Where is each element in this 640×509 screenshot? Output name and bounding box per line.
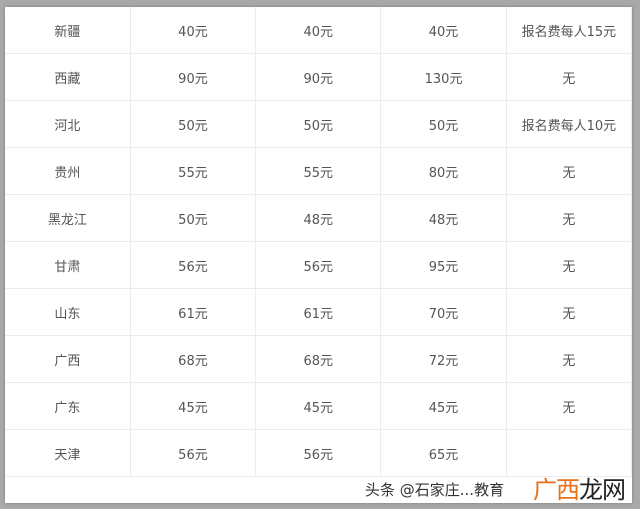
table-cell: 无 — [505, 53, 633, 101]
table-cell: 70元 — [380, 288, 507, 336]
table-row: 山东 61元 61元 70元无 — [5, 288, 633, 336]
table-cell: 新疆 — [5, 7, 131, 54]
fee-table: 新疆 40元 40元 40元 报名费每人15元 西藏 90元 90元 130元无河北 50元 50元… — [5, 7, 633, 477]
table-cell: 黑龙江 — [5, 194, 131, 242]
table-cell: 无 — [505, 241, 633, 289]
table-cell: 68元 — [129, 335, 257, 383]
table-cell: 40元 — [129, 7, 257, 54]
table-cell: 50元 — [380, 100, 507, 148]
table-row: 甘肃 56元 56元 95元无 — [5, 241, 633, 289]
table-cell: 95元 — [380, 241, 507, 289]
table-cell: 甘肃 — [5, 241, 131, 289]
watermark: 头条 @石家庄...教育 — [365, 481, 505, 499]
table-cell: 56元 — [255, 241, 382, 289]
table-cell: 50元 — [255, 100, 382, 148]
table-row: 广西 68元 68元 72元无 — [5, 335, 633, 383]
table-cell: 无 — [505, 288, 633, 336]
table-row: 新疆 40元 40元 40元 报名费每人15元 — [5, 7, 633, 54]
table-cell: 90元 — [129, 53, 257, 101]
table-cell: 50元 — [129, 100, 257, 148]
table-cell: 55元 — [255, 147, 382, 195]
table-cell: 广东 — [5, 382, 131, 430]
table-cell: 河北 — [5, 100, 131, 148]
table-cell: 61元 — [255, 288, 382, 336]
table-cell: 55元 — [129, 147, 257, 195]
table-row: 西藏 90元 90元 130元无 — [5, 53, 633, 101]
table-cell: 贵州 — [5, 147, 131, 195]
table-cell — [505, 429, 633, 477]
site-logo: 广西龙网 — [533, 476, 626, 504]
table-cell: 无 — [505, 194, 633, 242]
table-cell: 56元 — [129, 429, 257, 477]
watermark-area: 头条 @石家庄...教育 广西龙网 — [5, 477, 632, 503]
table-cell: 48元 — [255, 194, 382, 242]
table-container: 新疆 40元 40元 40元 报名费每人15元 西藏 90元 90元 130元无河北 50元 50元… — [5, 7, 633, 503]
table-cell: 72元 — [380, 335, 507, 383]
table-cell: 130元 — [380, 53, 507, 101]
table-cell: 无 — [505, 147, 633, 195]
table-cell: 西藏 — [5, 53, 131, 101]
table-cell: 45元 — [380, 382, 507, 430]
table-row: 贵州 55元 55元 80元无 — [5, 147, 633, 195]
table-row: 广东 45元 45元 45元无 — [5, 382, 633, 430]
table-cell: 报名费每人10元 — [505, 100, 633, 148]
table-row: 河北 50元 50元 50元 报名费每人10元 — [5, 100, 633, 148]
table-cell: 45元 — [255, 382, 382, 430]
table-row: 天津 56元 56元 65元 — [5, 429, 633, 477]
table-row: 黑龙江 50元 48元 48元无 — [5, 194, 633, 242]
table-cell: 61元 — [129, 288, 257, 336]
table-cell: 无 — [505, 382, 633, 430]
table-cell: 40元 — [380, 7, 507, 54]
table-cell: 80元 — [380, 147, 507, 195]
table-cell: 天津 — [5, 429, 131, 477]
table-cell: 90元 — [255, 53, 382, 101]
table-cell: 广西 — [5, 335, 131, 383]
table-cell: 40元 — [255, 7, 382, 54]
table-cell: 56元 — [129, 241, 257, 289]
table-cell: 50元 — [129, 194, 257, 242]
table-cell: 无 — [505, 335, 633, 383]
table-cell: 山东 — [5, 288, 131, 336]
table-cell: 报名费每人15元 — [505, 7, 633, 54]
table-cell: 48元 — [380, 194, 507, 242]
table-cell: 65元 — [380, 429, 507, 477]
table-cell: 56元 — [255, 429, 382, 477]
table-cell: 45元 — [129, 382, 257, 430]
table-cell: 68元 — [255, 335, 382, 383]
